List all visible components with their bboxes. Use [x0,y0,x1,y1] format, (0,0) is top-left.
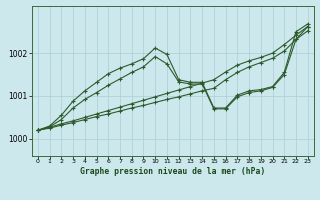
X-axis label: Graphe pression niveau de la mer (hPa): Graphe pression niveau de la mer (hPa) [80,167,265,176]
